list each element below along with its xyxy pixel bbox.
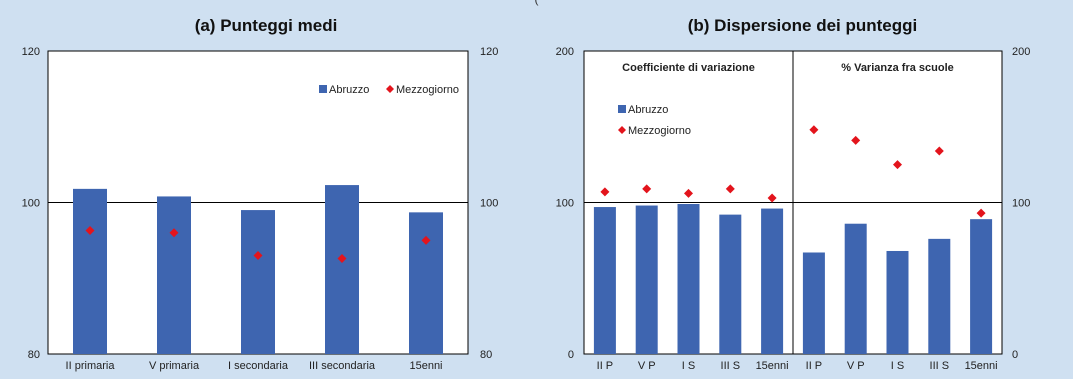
bar-abruzzo [635, 205, 658, 354]
legend-label-abruzzo: Abruzzo [329, 84, 369, 96]
marker-mezzogiorno [642, 184, 652, 194]
chart-b-svg: 0 100 200 0 100 200 Coefficiente di variazione… [556, 46, 1031, 372]
marker-mezzogiorno [767, 193, 777, 203]
x-tick-label-b: II P [597, 360, 614, 372]
bar-abruzzo [802, 252, 825, 354]
bar-abruzzo [761, 208, 784, 354]
y-tick-left-a: 100 [22, 198, 40, 210]
marker-mezzogiorno [976, 208, 986, 218]
bar-abruzzo [325, 185, 359, 354]
header-strip: ( [0, 0, 1073, 12]
marker-mezzogiorno [934, 146, 944, 156]
y-tick-right-b: 100 [1012, 198, 1030, 210]
y-tick-left-b: 200 [556, 46, 574, 58]
bar-abruzzo [886, 250, 909, 354]
x-tick-label-b: 15enni [965, 360, 998, 372]
x-tick-label-b: III S [721, 360, 741, 372]
header-strip-text: ( [0, 0, 1073, 6]
bar-abruzzo [970, 219, 993, 354]
bar-abruzzo [677, 204, 700, 354]
panel-b-title: (b) Dispersione dei punteggi [687, 16, 918, 35]
marker-mezzogiorno [85, 226, 95, 236]
marker-mezzogiorno [851, 135, 861, 145]
legend-label-mezzogiorno: Mezzogiorno [628, 125, 691, 137]
legend-swatch-abruzzo [618, 105, 626, 113]
marker-mezzogiorno [684, 188, 693, 198]
marker-mezzogiorno [421, 235, 431, 245]
marker-mezzogiorno [809, 125, 819, 135]
marker-mezzogiorno [337, 254, 347, 264]
x-tick-label-b: I S [682, 360, 695, 372]
y-tick-left-b: 100 [556, 198, 574, 210]
panel-b: (b) Dispersione dei punteggi 0 100 200 0 100… [532, 12, 1073, 379]
y-tick-right-a: 100 [480, 198, 498, 210]
legend-swatch-abruzzo [319, 85, 327, 93]
marker-mezzogiorno [600, 187, 610, 197]
x-tick-label-b: II P [806, 360, 823, 372]
subpanel-title: Coefficiente di variazione [622, 62, 755, 74]
x-tick-label-a: 15enni [409, 360, 442, 372]
x-tick-label-b: V P [847, 360, 865, 372]
legend-marker-mezzogiorno [386, 85, 394, 93]
x-tick-label-b: I S [891, 360, 904, 372]
bar-abruzzo [409, 212, 443, 354]
chart-a-svg: 80 100 120 80 100 120 II primaria V primaria I s… [22, 46, 499, 372]
x-tick-label-b: V P [638, 360, 656, 372]
y-tick-left-a: 120 [22, 46, 40, 58]
y-tick-left-b: 0 [568, 349, 574, 361]
legend-marker-mezzogiorno [618, 126, 626, 134]
marker-mezzogiorno [725, 184, 735, 194]
bar-abruzzo [73, 188, 107, 354]
y-tick-right-b: 200 [1012, 46, 1030, 58]
x-tick-label-b: III S [930, 360, 950, 372]
x-tick-label-a: V primaria [149, 360, 200, 372]
bar-abruzzo [928, 238, 951, 354]
bar-abruzzo [719, 214, 742, 354]
y-tick-left-a: 80 [28, 349, 40, 361]
y-tick-right-a: 120 [480, 46, 498, 58]
bar-abruzzo [157, 196, 191, 354]
y-tick-right-a: 80 [480, 349, 492, 361]
x-tick-label-a: I secondaria [228, 360, 289, 372]
marker-mezzogiorno [893, 160, 902, 170]
legend-label-abruzzo: Abruzzo [628, 104, 668, 116]
bar-abruzzo [593, 207, 616, 354]
x-tick-label-b: 15enni [756, 360, 789, 372]
x-tick-label-a: II primaria [66, 360, 116, 372]
x-tick-label-a: III secondaria [309, 360, 376, 372]
subpanel-title: % Varianza fra scuole [841, 62, 954, 74]
panel-a: (a) Punteggi medi 80 100 120 80 100 120 II pri… [0, 12, 532, 379]
marker-mezzogiorno [169, 228, 179, 238]
bar-abruzzo [241, 210, 275, 354]
marker-mezzogiorno [253, 251, 263, 261]
bar-abruzzo [844, 223, 867, 354]
panel-a-title: (a) Punteggi medi [194, 16, 338, 35]
y-tick-right-b: 0 [1012, 349, 1018, 361]
legend-label-mezzogiorno: Mezzogiorno [396, 84, 459, 96]
